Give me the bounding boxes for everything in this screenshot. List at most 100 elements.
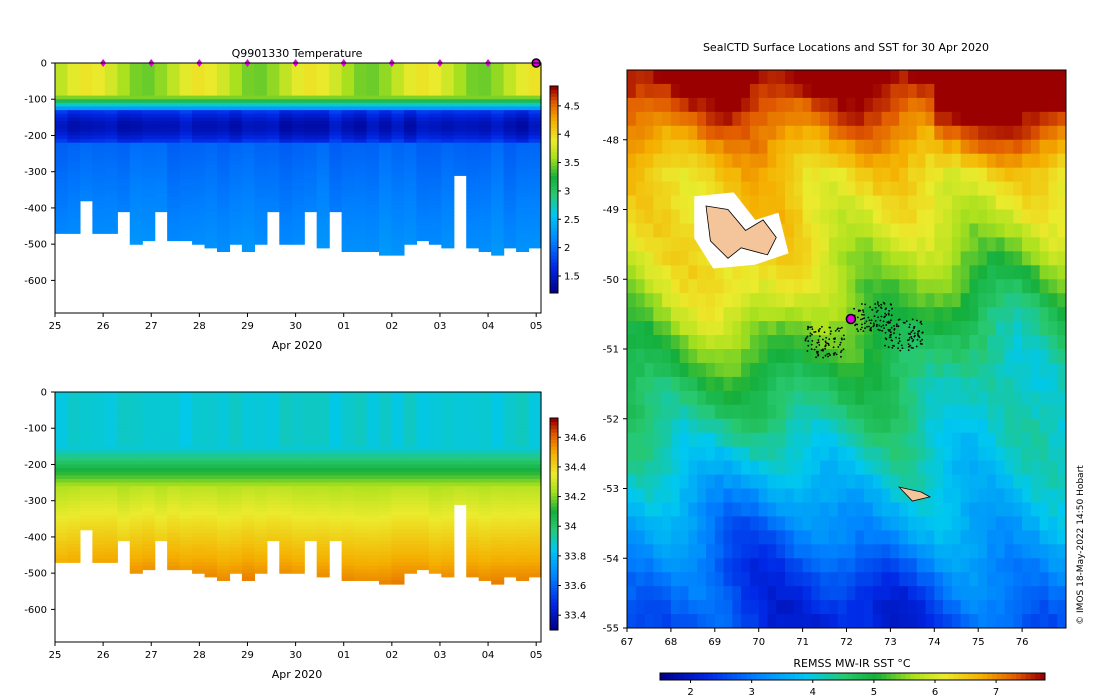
sst-cell [802, 614, 812, 628]
sst-cell [697, 558, 707, 573]
salinity-cell [254, 515, 268, 520]
temperature-cell [416, 139, 430, 144]
temperature-cell [354, 70, 368, 75]
salinity-cell [104, 511, 118, 516]
temperature-cell [154, 124, 168, 129]
temperature-cell [129, 171, 143, 176]
temperature-cell [129, 204, 143, 209]
temperature-cell [329, 157, 343, 162]
temperature-cell [316, 77, 330, 82]
sst-cell [670, 195, 681, 211]
temperature-cell [466, 95, 480, 100]
temperature-colorbar: 1.522.533.544.5 [549, 85, 580, 294]
salinity-cell [428, 413, 442, 418]
salinity-cell [304, 482, 318, 487]
sst-cell [679, 474, 690, 490]
temperature-cell [528, 204, 542, 209]
temperature-cell [204, 186, 218, 191]
temperature-cell [304, 117, 318, 122]
sst-cell [644, 335, 654, 350]
sst-cell [670, 418, 681, 434]
temperature-cell [204, 211, 218, 216]
temperature-cell [491, 182, 505, 187]
temperature-cell [55, 131, 69, 137]
temperature-cell [167, 110, 181, 115]
temperature-cell [192, 131, 206, 137]
salinity-cell [192, 518, 206, 524]
temperature-cell [341, 113, 355, 118]
sst-cell [635, 488, 646, 504]
salinity-cell [391, 515, 405, 520]
temperature-cell [229, 189, 243, 195]
salinity-cell [192, 402, 206, 408]
sst-cell [670, 181, 681, 197]
temperature-cell [179, 222, 193, 227]
sst-cell [828, 195, 839, 211]
temperature-cell [254, 182, 268, 187]
sst-cell [732, 153, 742, 169]
temperature-cell [441, 168, 455, 173]
sst-cell [688, 418, 698, 434]
colorbar-segment [550, 506, 558, 511]
temperature-cell [117, 131, 131, 137]
temperature-cell [117, 207, 131, 213]
colorbar-segment [550, 566, 558, 571]
salinity-cell [329, 449, 343, 455]
temperature-cell [192, 197, 206, 202]
temperature-cell [179, 99, 193, 104]
salinity-cell [229, 424, 243, 429]
temperature-cell [154, 139, 168, 144]
temperature-cell [92, 142, 106, 147]
salinity-cell [291, 475, 305, 480]
salinity-cell [142, 460, 156, 466]
salinity-cell [516, 482, 530, 487]
salinity-cell [254, 413, 268, 418]
temperature-cell [329, 88, 343, 93]
sst-cell [828, 460, 839, 476]
temperature-cell [55, 120, 69, 126]
temperature-cell [266, 73, 280, 79]
salinity-cell [266, 449, 280, 455]
temperature-cell [516, 110, 530, 115]
temperature-cell [67, 197, 81, 202]
temperature-cell [416, 218, 430, 224]
temperature-cell [391, 171, 405, 176]
sst-cell [697, 83, 707, 99]
temperature-cell [453, 160, 467, 166]
salinity-cell [254, 500, 268, 505]
temperature-cell [416, 215, 430, 220]
sst-cell [793, 251, 804, 266]
salinity-cell [341, 533, 355, 538]
salinity-cell [503, 413, 517, 418]
salinity-cell [354, 555, 368, 560]
salinity-cell [379, 464, 393, 469]
temperature-cell [79, 88, 93, 93]
salinity-cell [204, 439, 218, 444]
sst-cell [793, 97, 804, 113]
temperature-cell [341, 168, 355, 173]
sst-cell [732, 530, 742, 545]
salinity-cell [279, 468, 293, 473]
salinity-cell [142, 522, 156, 527]
sst-cell [758, 600, 769, 615]
temperature-cell [241, 189, 255, 195]
temperature-cell [192, 204, 206, 209]
temperature-cell [403, 110, 417, 115]
temperature-cell [516, 102, 530, 108]
temperature-cell [279, 73, 293, 79]
temperature-cell [79, 142, 93, 147]
temperature-cell [254, 215, 268, 220]
temperature-cell [354, 193, 368, 198]
temperature-cell [466, 146, 480, 151]
sst-cell [714, 516, 725, 531]
salinity-cell [179, 442, 193, 447]
temperature-cell [379, 236, 393, 242]
sst-cell [758, 572, 769, 587]
salinity-cell [491, 544, 505, 549]
salinity-cell [491, 522, 505, 527]
temperature-cell [329, 149, 343, 155]
sst-cell [811, 321, 821, 336]
salinity-cell [291, 533, 305, 538]
salinity-cell [491, 555, 505, 560]
salinity-cell [254, 497, 268, 502]
